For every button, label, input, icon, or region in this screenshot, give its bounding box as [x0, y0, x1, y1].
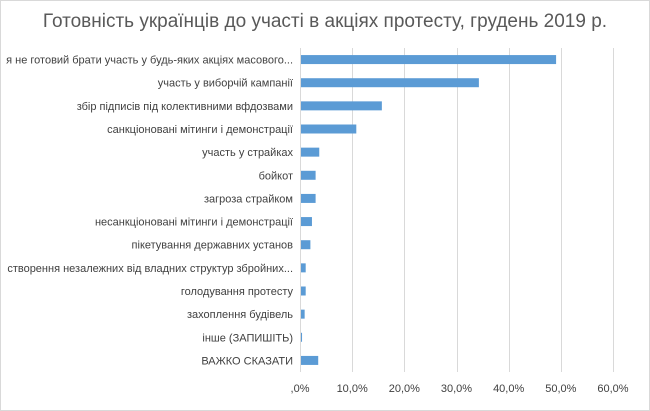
chart-title: Готовність українців до участі в акціях … — [42, 11, 608, 32]
bar — [301, 240, 311, 250]
bar — [301, 217, 312, 227]
category-label: бойкот — [259, 170, 293, 182]
bar — [301, 170, 316, 180]
x-tick-label: 60,0% — [597, 383, 628, 395]
x-tick-label: 40,0% — [493, 383, 524, 395]
bar — [301, 263, 306, 273]
category-label: участь у страйках — [202, 147, 293, 159]
bar — [301, 101, 382, 111]
category-label: створення незалежних від владних структу… — [7, 263, 293, 275]
category-labels: я не готовий брати участь у будь-яких ак… — [6, 55, 293, 368]
category-label: санкціоновані мітинги і демонстрації — [107, 124, 293, 136]
bar — [301, 78, 479, 88]
bar-layer — [301, 55, 557, 365]
x-tick-label: 20,0% — [389, 383, 420, 395]
category-label: збір підписів під колективними вфдозвами — [77, 101, 293, 113]
category-label: несанкціоновані мітинги і демонстрації — [95, 217, 293, 229]
category-label: голодування протесту — [181, 286, 294, 298]
bar — [301, 309, 305, 319]
bar — [301, 355, 319, 365]
category-label: загроза страйком — [204, 193, 293, 205]
category-label: пікетування державних установ — [132, 240, 294, 252]
x-axis-ticks: ,0% 10,0% 20,0% 30,0% 40,0% 50,0% 60,0% — [291, 383, 629, 395]
x-tick-label: ,0% — [291, 383, 310, 395]
grid-layer — [300, 48, 614, 372]
bar — [301, 124, 357, 134]
category-label: інше (ЗАПИШІТЬ) — [202, 332, 293, 344]
x-tick-label: 50,0% — [545, 383, 576, 395]
category-label: участь у виборчій кампанії — [158, 78, 293, 90]
x-tick-label: 10,0% — [337, 383, 368, 395]
bar — [301, 332, 303, 342]
category-label: захоплення будівель — [187, 309, 293, 321]
bar — [301, 55, 557, 65]
bar — [301, 286, 306, 296]
category-label: я не готовий брати участь у будь-яких ак… — [6, 55, 293, 67]
category-label: ВАЖКО СКАЗАТИ — [201, 355, 293, 367]
bar — [301, 147, 320, 157]
x-tick-label: 30,0% — [441, 383, 472, 395]
bar — [301, 193, 316, 203]
